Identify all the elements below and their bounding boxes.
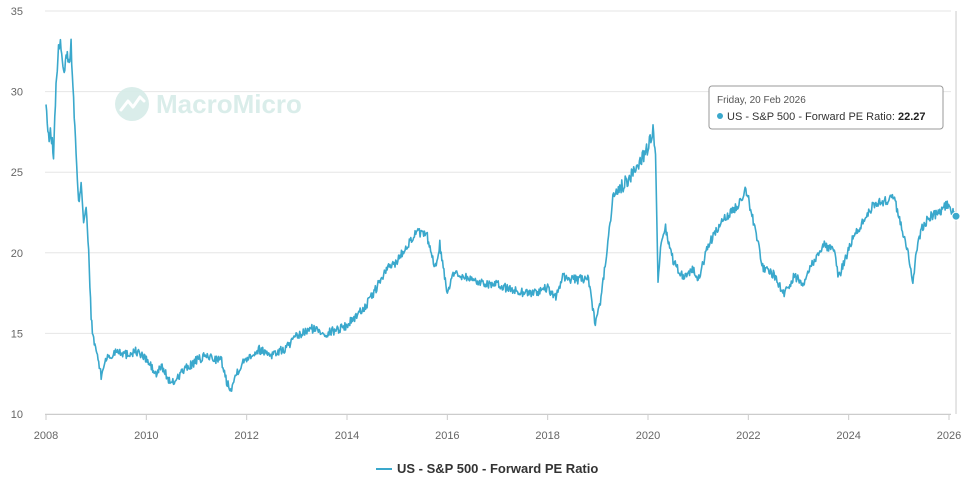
x-tick-label-2018: 2018 [535, 430, 559, 442]
axes: 10 15 20 25 30 35 2008 2010 2012 2014 2016 2018 2020… [11, 6, 961, 442]
watermark-logo-mark [119, 95, 146, 112]
y-tick-label-20: 20 [11, 248, 23, 260]
x-tick-label-2014: 2014 [335, 430, 359, 442]
x-tick-label-2020: 2020 [636, 430, 660, 442]
tooltip-series-name: US - S&P 500 - Forward PE Ratio [727, 111, 892, 123]
y-tick-label-30: 30 [11, 87, 23, 99]
x-tick-label-2008: 2008 [34, 430, 58, 442]
tooltip-series-dot-icon [717, 113, 723, 119]
tooltip-line: US - S&P 500 - Forward PE Ratio: 22.27 [727, 111, 926, 123]
watermark-text: MacroMicro [156, 89, 302, 119]
x-tick-label-2016: 2016 [435, 430, 459, 442]
series-line-0 [45, 38, 957, 392]
legend[interactable]: US - S&P 500 - Forward PE Ratio [376, 461, 598, 476]
x-tick-label-2010: 2010 [134, 430, 158, 442]
hover-point-marker[interactable] [951, 211, 961, 221]
tooltip-date: Friday, 20 Feb 2026 [717, 95, 806, 106]
grid-lines [45, 10, 951, 415]
x-tick-label-2024: 2024 [836, 430, 860, 442]
tooltip-box [708, 85, 944, 130]
y-tick-label-35: 35 [11, 6, 23, 18]
y-tick-label-25: 25 [11, 167, 23, 179]
tooltip-value: 22.27 [898, 111, 926, 123]
tooltip-separator: : [892, 111, 898, 123]
watermark: MacroMicro [115, 87, 302, 121]
x-tick-label-2012: 2012 [234, 430, 258, 442]
x-tick-label-2022: 2022 [736, 430, 760, 442]
legend-label[interactable]: US - S&P 500 - Forward PE Ratio [397, 461, 598, 476]
y-tick-label-15: 15 [11, 328, 23, 340]
series-layer [45, 11, 961, 414]
y-tick-label-10: 10 [11, 409, 23, 421]
tooltip: Friday, 20 Feb 2026 US - S&P 500 - Forwa… [708, 85, 944, 130]
x-tick-label-2026: 2026 [937, 430, 961, 442]
